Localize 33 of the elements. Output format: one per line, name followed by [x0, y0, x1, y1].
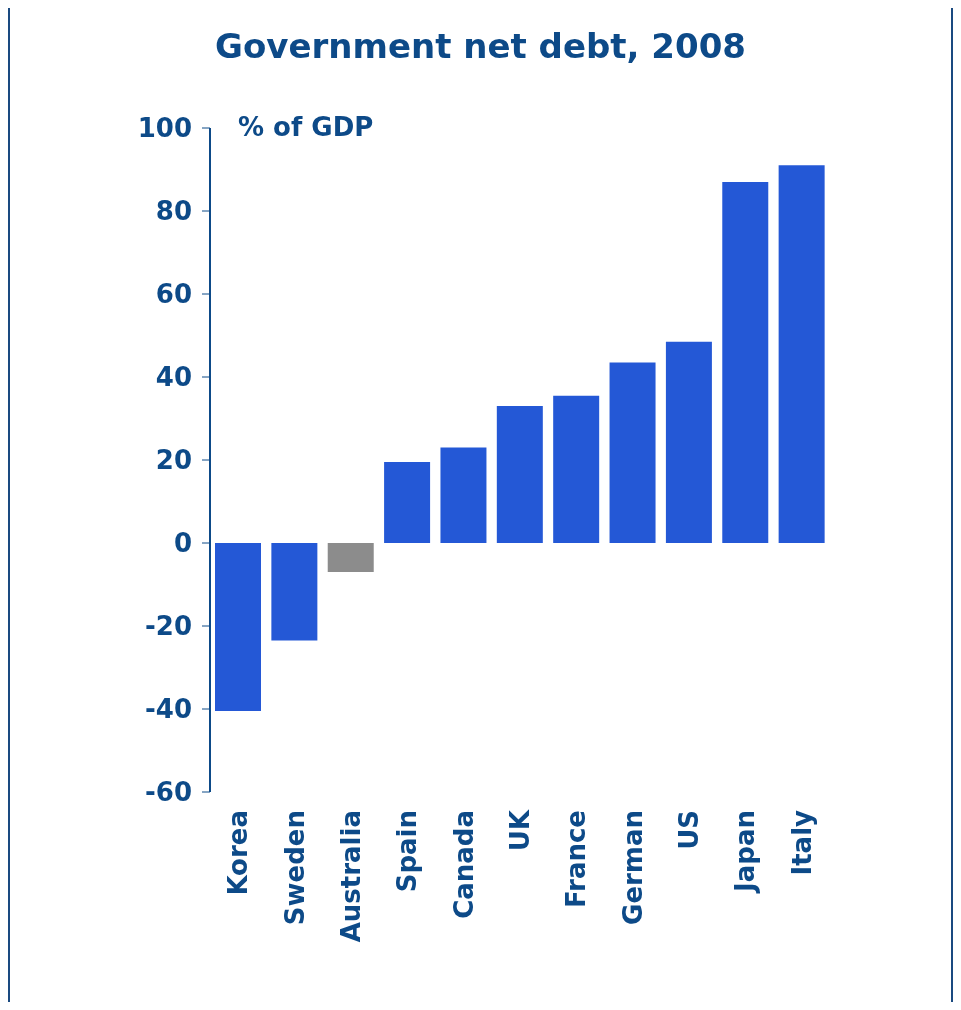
x-tick-label: UK — [505, 809, 535, 852]
y-tick-label: -60 — [145, 777, 192, 808]
y-tick-label: 100 — [137, 113, 192, 144]
bar — [384, 462, 431, 543]
y-tick-label: 80 — [155, 196, 192, 227]
x-tick-label: France — [561, 810, 592, 909]
x-tick-label: US — [674, 810, 705, 850]
y-tick-label: 0 — [173, 528, 192, 559]
bar — [553, 395, 600, 543]
bar — [327, 543, 374, 573]
x-tick-label: Japan — [730, 810, 761, 894]
bar — [778, 165, 825, 543]
x-tick-label: Spain — [392, 810, 423, 893]
bar — [722, 181, 769, 543]
x-tick-label: Australia — [335, 810, 366, 943]
y-tick-label: 20 — [155, 445, 192, 476]
chart-title: Government net debt, 2008 — [214, 26, 747, 66]
bar — [609, 362, 656, 543]
bar — [440, 447, 487, 543]
x-tick-label: Italy — [786, 809, 817, 876]
x-tick-label: Canada — [448, 810, 479, 919]
y-tick-label: 60 — [155, 279, 192, 310]
x-tick-label: Sweden — [279, 810, 310, 926]
y-tick-label: 40 — [155, 362, 192, 393]
x-tick-label: Korea — [223, 810, 254, 896]
x-tick-label: German — [617, 810, 648, 925]
y-tick-label: -40 — [145, 694, 192, 725]
bar — [271, 543, 318, 641]
y-axis-title: % of GDP — [238, 112, 374, 142]
bar — [215, 543, 261, 712]
bar — [665, 341, 712, 543]
bar — [496, 406, 543, 543]
y-tick-label: -20 — [145, 611, 192, 642]
